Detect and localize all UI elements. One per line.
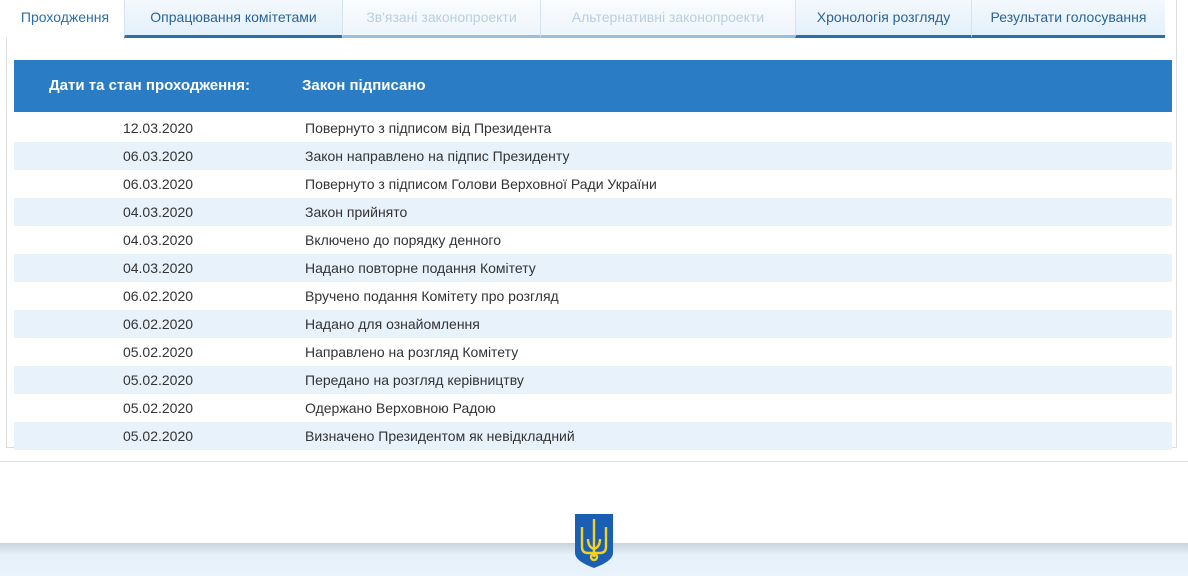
row-date: 04.03.2020 [122,260,194,276]
tab-related-bills: Зв'язані законопроекти [342,0,540,38]
passage-table: 12.03.2020 Повернуто з підписом від Прези… [14,114,1172,450]
row-status: Закон направлено на підпис Президенту [305,148,570,164]
table-row: 04.03.2020 Включено до порядку денного [14,226,1172,254]
row-date: 05.02.2020 [122,372,194,388]
tab-passage[interactable]: Проходження [6,0,124,38]
status-header: Дати та стан проходження: Закон підписан… [14,60,1172,112]
row-status: Надано повторне подання Комітету [305,260,536,276]
status-value: Закон підписано [302,77,426,94]
table-row: 12.03.2020 Повернуто з підписом від Прези… [14,114,1172,142]
row-status: Передано на розгляд керівництву [305,372,524,388]
tab-alternative-bills: Альтернативні законопроекти [540,0,795,38]
tab-voting-results[interactable]: Результати голосування [971,0,1165,38]
table-row: 05.02.2020 Направлено на розгляд Комітету [14,338,1172,366]
row-status: Направлено на розгляд Комітету [305,344,519,360]
table-row: 06.02.2020 Вручено подання Комітету про р… [14,282,1172,310]
row-date: 05.02.2020 [122,400,194,416]
table-row: 06.02.2020 Надано для ознайомлення [14,310,1172,338]
tab-bar: Проходження Опрацювання комітетами Зв'яз… [6,0,1165,38]
tab-committees[interactable]: Опрацювання комітетами [124,0,342,38]
row-status: Одержано Верховною Радою [305,400,496,416]
row-status: Надано для ознайомлення [305,316,480,332]
table-row: 05.02.2020 Одержано Верховною Радою [14,394,1172,422]
row-date: 04.03.2020 [122,204,194,220]
table-row: 05.02.2020 Передано на розгляд керівництв… [14,366,1172,394]
row-status: Повернуто з підписом Голови Верховної Ра… [305,176,657,192]
row-date: 06.03.2020 [122,176,194,192]
row-status: Повернуто з підписом від Президента [305,120,552,136]
table-row: 05.02.2020 Визначено Президентом як невід… [14,422,1172,450]
row-status: Закон прийнято [305,204,408,220]
row-date: 05.02.2020 [122,428,194,444]
row-status: Визначено Президентом як невідкладний [305,428,575,444]
table-row: 06.03.2020 Закон направлено на підпис Пре… [14,142,1172,170]
row-date: 05.02.2020 [122,344,194,360]
status-label: Дати та стан проходження: [49,77,250,94]
table-row: 04.03.2020 Закон прийнято [14,198,1172,226]
row-date: 06.02.2020 [122,316,194,332]
table-row: 06.03.2020 Повернуто з підписом Голови Ве… [14,170,1172,198]
row-status: Включено до порядку денного [305,232,502,248]
row-date: 12.03.2020 [122,120,194,136]
divider [0,461,1188,462]
ukraine-trident-emblem-icon [575,514,613,568]
row-date: 06.02.2020 [122,288,194,304]
row-date: 06.03.2020 [122,148,194,164]
tab-chronology[interactable]: Хронологія розгляду [795,0,971,38]
table-row: 04.03.2020 Надано повторне подання Коміте… [14,254,1172,282]
row-date: 04.03.2020 [122,232,194,248]
row-status: Вручено подання Комітету про розгляд [305,288,559,304]
